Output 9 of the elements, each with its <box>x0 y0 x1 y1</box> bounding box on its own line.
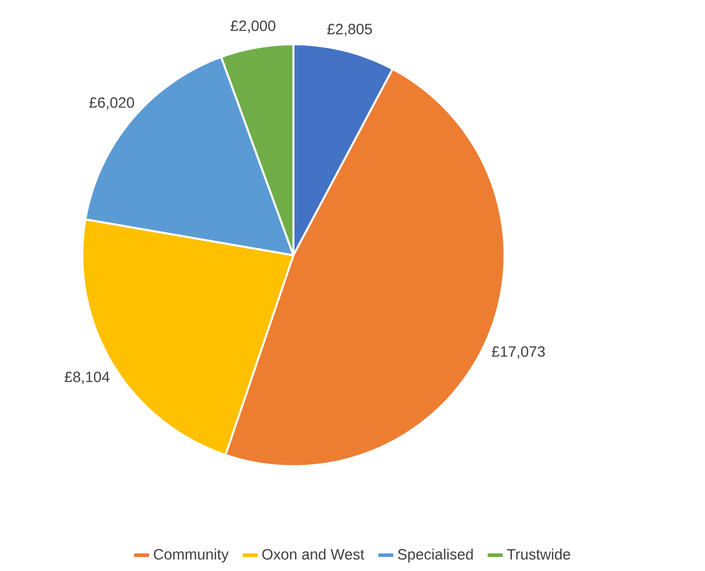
legend-label: Oxon and West <box>262 548 364 560</box>
legend-label: Trustwide <box>507 548 570 560</box>
legend-label: Community <box>154 548 229 563</box>
data-label: £8,104 <box>64 372 110 384</box>
legend-label: Specialised <box>398 548 473 563</box>
data-label: £6,020 <box>89 97 134 110</box>
data-label: £17,073 <box>492 346 545 359</box>
data-label: £2,000 <box>230 20 276 33</box>
data-label: £2,805 <box>327 24 372 36</box>
